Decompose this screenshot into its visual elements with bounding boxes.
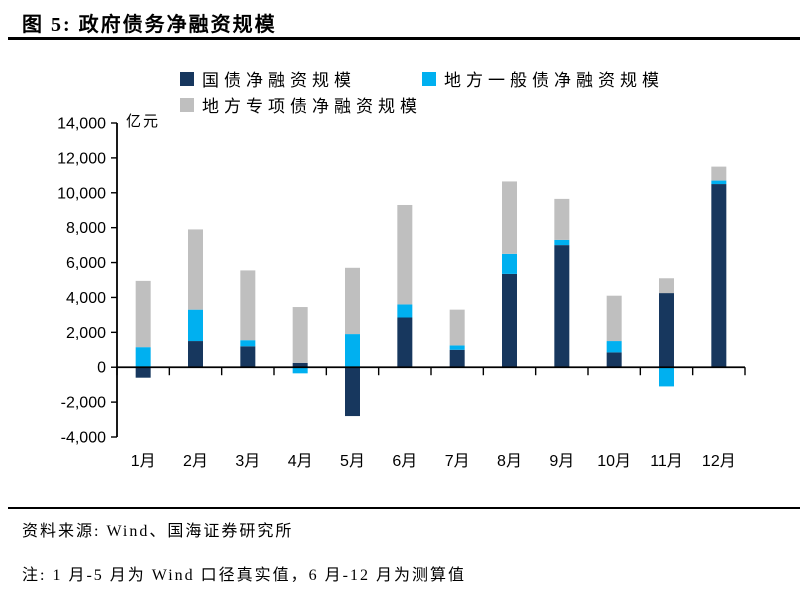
bar-segment: [345, 267, 360, 335]
bar-segment: [345, 334, 360, 368]
figure-title: 图 5: 政府债务净融资规模: [22, 14, 277, 36]
bar-segment: [502, 181, 517, 254]
y-tick-label: 4,000: [66, 290, 106, 307]
y-tick-label: 8,000: [66, 220, 106, 237]
bar-segment: [135, 347, 151, 368]
bar-segment: [554, 245, 570, 368]
bar-segment: [554, 239, 570, 246]
local-general-swatch-icon: [422, 71, 436, 86]
bar-segment: [449, 345, 465, 350]
bar-segment: [135, 367, 151, 378]
x-tick-label: 1月: [131, 453, 156, 470]
legend-label-treasury: 国债净融资规模: [202, 71, 356, 90]
x-tick-label: 7月: [445, 453, 470, 470]
y-tick-label: -2,000: [61, 395, 106, 412]
treasury-swatch-icon: [180, 71, 194, 86]
bar-segment: [292, 362, 308, 368]
stacked-bar-chart: -4,000 -2,000 0 2,000 4,000 6,000 8,000 10,000 1…: [57, 113, 746, 470]
source-text: 资料来源: Wind、国海证券研究所: [22, 523, 294, 540]
bar-segment: [659, 293, 674, 368]
footer-divider: [8, 507, 800, 509]
x-tick-label: 3月: [235, 453, 260, 470]
legend-item-treasury: 国债净融资规模: [180, 66, 356, 91]
bar-segment: [659, 278, 674, 294]
legend-item-local-special: 地方专项债净融资规模: [180, 92, 422, 117]
bar-segment: [659, 367, 674, 387]
x-tick-label: 5月: [340, 453, 365, 470]
x-tick-label: 12月: [702, 453, 736, 470]
bar-segment: [292, 307, 308, 363]
bar-segment: [449, 349, 465, 368]
bar-segment: [188, 341, 203, 368]
note-text: 注: 1 月-5 月为 Wind 口径真实值，6 月-12 月为测算值: [22, 567, 467, 584]
y-tick-label: 0: [97, 360, 106, 377]
legend-label-local-general: 地方一般债净融资规模: [444, 71, 664, 90]
x-tick-label: 8月: [497, 453, 522, 470]
y-tick-label: 10,000: [57, 185, 106, 202]
bar-segment: [502, 273, 517, 368]
y-tick-label: -4,000: [61, 430, 106, 447]
x-tick-label: 2月: [183, 453, 208, 470]
legend-label-local-special: 地方专项债净融资规模: [202, 97, 422, 116]
bar-segment: [449, 309, 465, 346]
bar-segment: [188, 309, 203, 342]
x-tick-label: 11月: [650, 453, 683, 470]
bar-segment: [397, 304, 413, 318]
bar-segment: [502, 253, 517, 274]
bar-segment: [711, 180, 727, 185]
bar-segment: [397, 317, 413, 368]
bar-segment: [606, 341, 622, 353]
local-special-swatch-icon: [180, 97, 194, 112]
bar-segment: [345, 367, 360, 417]
title-divider: [8, 37, 800, 40]
y-tick-label: 14,000: [57, 116, 106, 133]
y-tick-label: 12,000: [57, 150, 106, 167]
bar-segment: [711, 166, 727, 181]
bar-segment: [240, 270, 256, 341]
bar-segment: [240, 340, 256, 347]
x-tick-label: 4月: [288, 453, 313, 470]
bar-segment: [711, 184, 727, 368]
bar-segment: [188, 229, 203, 310]
y-tick-label: 6,000: [66, 255, 106, 272]
legend-item-local-general: 地方一般债净融资规模: [422, 66, 664, 91]
y-axis-unit-label: 亿元: [126, 113, 160, 130]
bar-segment: [554, 198, 570, 240]
bar-segment: [135, 280, 151, 348]
x-tick-label: 10月: [597, 453, 631, 470]
bar-segment: [606, 295, 622, 342]
x-tick-label: 6月: [392, 453, 417, 470]
bar-segment: [292, 367, 308, 374]
bar-segment: [397, 204, 413, 305]
y-tick-label: 2,000: [66, 325, 106, 342]
bar-segment: [240, 346, 256, 368]
x-tick-label: 9月: [549, 453, 574, 470]
bar-segment: [606, 352, 622, 368]
